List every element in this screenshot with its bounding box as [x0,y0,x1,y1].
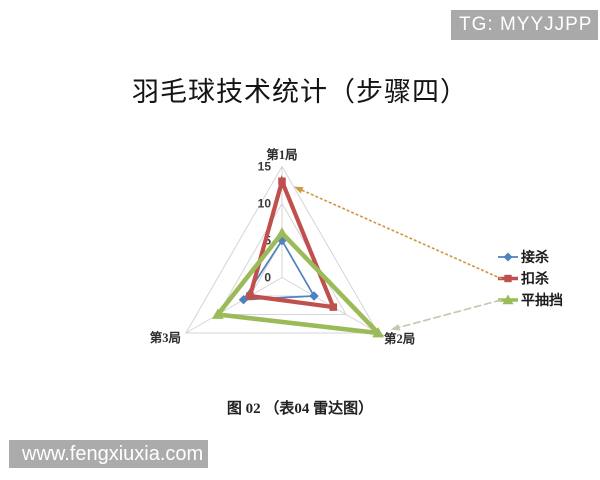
annotation-arrowhead-icon [390,324,401,331]
annotation-dotted-line [301,189,502,280]
axis-tick-label: 0 [264,271,271,285]
square-marker-icon [246,292,254,300]
legend-diamond-marker-icon [503,252,513,262]
series-line [247,174,337,310]
triangle-marker-icon [276,227,288,238]
axis-tick-label: 15 [258,160,272,174]
telegram-badge-label: TG: MYYJJPP [459,14,593,35]
category-label: 第1局 [266,147,297,162]
legend-label: 平抽挡 [521,292,563,309]
axis-tick-label: 10 [258,197,272,211]
legend-label: 接杀 [521,249,549,266]
category-label: 第2局 [384,331,415,346]
grid-axis [185,277,283,334]
triangle-marker-icon [212,308,224,319]
square-marker-icon [329,303,338,311]
legend-label: 扣杀 [521,271,549,288]
annotation-dashed-line [398,299,502,329]
legend-triangle-marker-icon [502,294,514,305]
watermark: www.fengxiuxia.com [9,440,208,468]
series-line [213,229,385,337]
triangle-marker-icon [372,326,384,338]
category-label: 第3局 [150,330,181,345]
chart-title: 羽毛球技术统计（步骤四） [132,77,468,107]
square-marker-icon [278,177,286,186]
watermark-label: www.fengxiuxia.com [22,442,204,465]
annotation-arrowhead-icon [293,186,304,194]
legend-square-marker-icon [504,274,512,283]
figure-caption: 图 02 （表04 雷达图） [226,401,374,417]
axis-tick-label: 5 [264,234,271,248]
grid-ring [185,165,379,334]
telegram-badge: TG: MYYJJPP [451,10,598,40]
diamond-marker-icon [309,291,319,301]
